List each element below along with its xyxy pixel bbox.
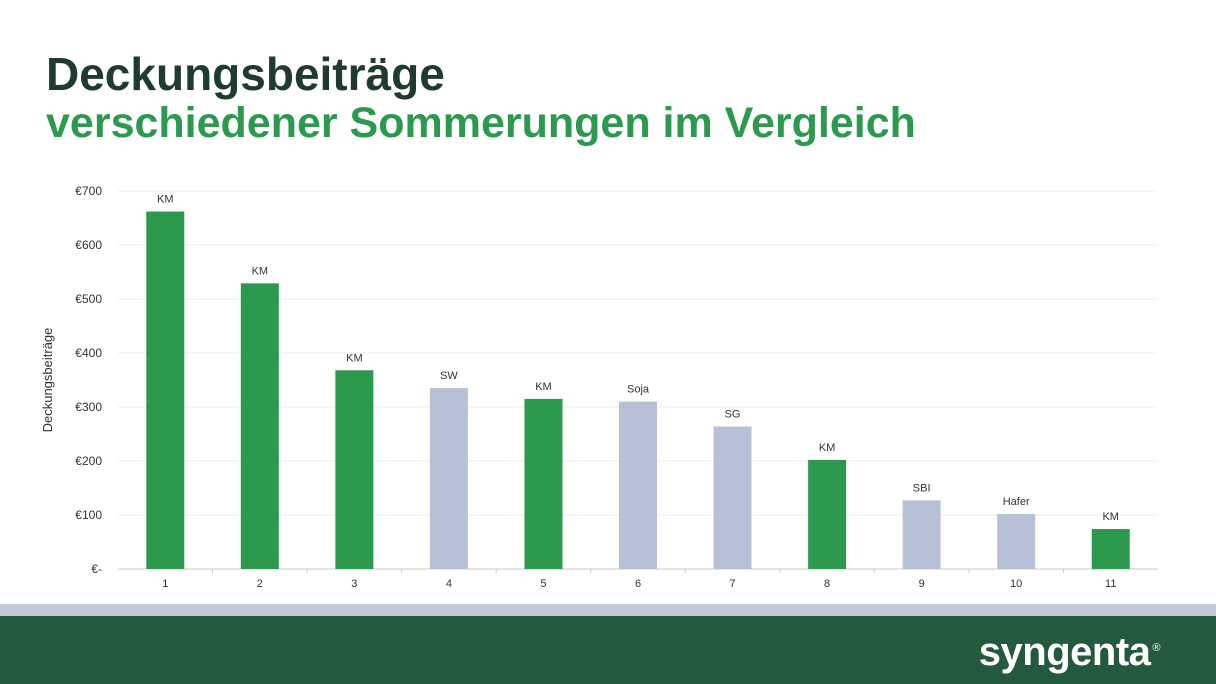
bar <box>240 283 279 569</box>
y-tick-label: €100 <box>75 508 102 522</box>
x-tick-label: 3 <box>351 578 357 590</box>
logo-registered-mark: ® <box>1152 641 1160 654</box>
x-tick-label: 7 <box>729 578 735 590</box>
bar <box>997 513 1036 569</box>
x-tick-label: 6 <box>635 578 641 590</box>
y-tick-label: €400 <box>75 346 102 360</box>
page-title: Deckungsbeiträge <box>46 48 445 100</box>
bar-label: SG <box>725 408 741 420</box>
bar-label: SBI <box>913 482 931 494</box>
bar <box>1091 529 1130 569</box>
bar-label: KM <box>157 194 174 206</box>
bar <box>619 401 657 569</box>
bar-label: KM <box>252 265 269 277</box>
x-tick-label: 1 <box>162 578 168 590</box>
bar <box>808 459 847 569</box>
x-tick-label: 9 <box>919 578 925 590</box>
bar-label: KM <box>535 381 552 393</box>
chart-bars <box>146 211 1130 569</box>
x-tick-label: 10 <box>1010 578 1022 590</box>
bar <box>902 500 941 569</box>
bar <box>713 426 752 569</box>
bar <box>335 370 374 569</box>
bar <box>429 388 468 569</box>
y-tick-label: €- <box>91 562 102 576</box>
x-tick-label: 2 <box>257 578 263 590</box>
bar <box>524 398 563 569</box>
bar-chart: €-€100€200€300€400€500€600€700 KMKMKMSWK… <box>40 184 1158 590</box>
x-tick-label: 11 <box>1105 578 1116 590</box>
y-tick-label: €500 <box>75 292 102 306</box>
page-subtitle: verschiedener Sommerungen im Vergleich <box>46 99 916 147</box>
y-tick-label: €700 <box>75 184 102 198</box>
bar-label: KM <box>1102 511 1119 523</box>
y-tick-label: €600 <box>75 238 102 252</box>
bar-label: Soja <box>627 384 650 396</box>
y-tick-label: €300 <box>75 400 102 414</box>
footer-bar: syngenta ® <box>0 616 1216 684</box>
syngenta-logo: syngenta ® <box>978 630 1161 675</box>
x-tick-label: 8 <box>824 578 830 590</box>
bar <box>146 211 185 569</box>
footer-stripe <box>0 604 1216 616</box>
y-tick-label: €200 <box>75 454 102 468</box>
x-axis-ticks: 1 2 3 4 5 6 7 8 9 10 11 <box>162 569 1116 590</box>
y-axis-label: Deckungsbeiträge <box>40 328 55 433</box>
bar-label: KM <box>346 352 363 364</box>
bar-label: KM <box>819 442 836 454</box>
logo-text: syngenta <box>978 630 1151 674</box>
bar-label: Hafer <box>1003 496 1030 508</box>
x-tick-label: 5 <box>540 578 546 590</box>
bar-labels: KM KM KM SW KM Soja SG KM SBI Hafer KM <box>157 194 1119 524</box>
y-axis-ticks: €- €100 €200 €300 €400 €500 €600 €700 <box>75 184 102 576</box>
bar-label: SW <box>440 370 458 382</box>
x-tick-label: 4 <box>446 578 452 590</box>
